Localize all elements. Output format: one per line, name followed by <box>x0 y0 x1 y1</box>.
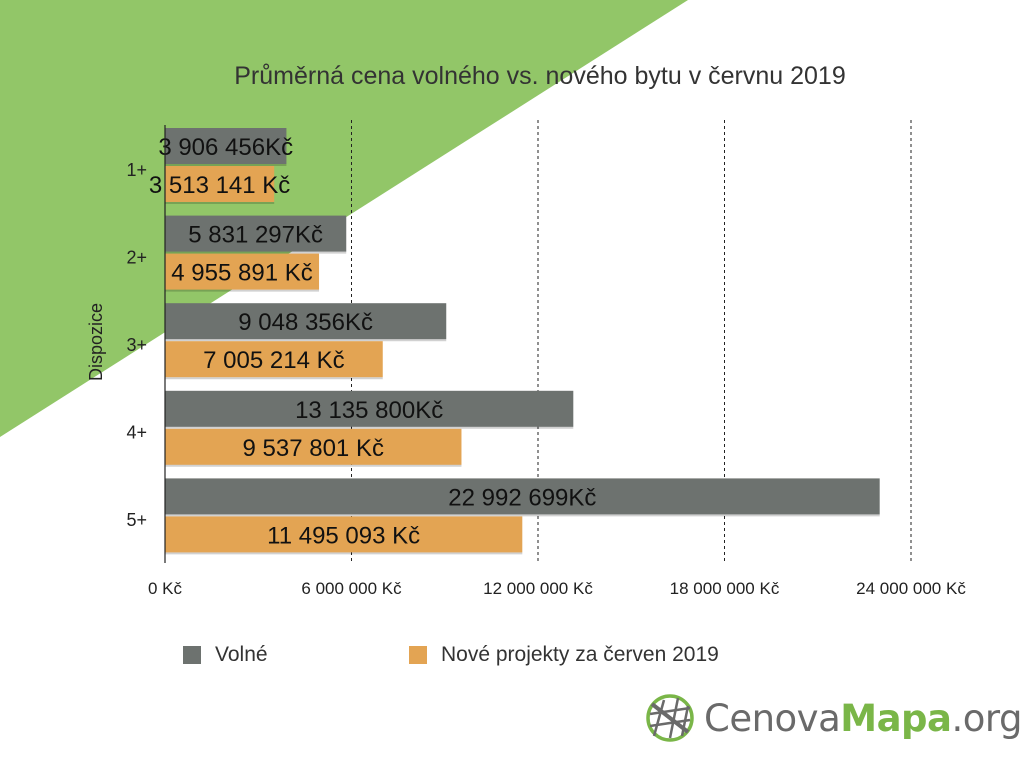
legend-swatch-volne <box>183 646 201 664</box>
x-tick-label: 0 Kč <box>148 579 183 598</box>
logo-text-cenova: Cenova <box>704 696 841 740</box>
data-label: 7 005 214 Kč <box>203 347 344 374</box>
legend-label-nove: Nové projekty za červen 2019 <box>441 643 719 666</box>
logo-text-org: .org <box>951 696 1023 740</box>
bar-nove <box>165 428 462 465</box>
legend-label-volne: Volné <box>215 643 268 666</box>
bar-nove <box>165 253 320 290</box>
x-tick-label: 12 000 000 Kč <box>483 579 593 598</box>
bar-volne <box>165 390 574 427</box>
globe-grid-icon <box>646 694 694 742</box>
data-label: 13 135 800Kč <box>295 397 443 424</box>
x-tick-label: 18 000 000 Kč <box>670 579 780 598</box>
data-label: 22 992 699Kč <box>448 484 596 511</box>
bar-nove <box>165 516 523 553</box>
chart-title: Průměrná cena volného vs. nového bytu v … <box>234 62 846 90</box>
category-label: 5+ <box>126 510 147 530</box>
data-labels: 3 906 456Kč 5 831 297Kč 9 048 356Kč 13 135 … <box>149 134 597 549</box>
grid-lines <box>351 120 912 563</box>
cenovamapa-logo: CenovaMapa.org <box>644 688 1022 748</box>
logo-text: CenovaMapa.org <box>704 697 1022 740</box>
bar-volne <box>165 303 447 340</box>
bar-volne <box>165 128 287 164</box>
axes: 0 Kč 6 000 000 Kč 12 000 000 Kč 18 000 000 … <box>86 125 966 598</box>
logo-text-mapa: Mapa <box>840 696 952 740</box>
legend-swatch-nove <box>409 646 427 664</box>
category-label: 1+ <box>126 160 147 180</box>
x-tick-label: 6 000 000 Kč <box>301 579 402 598</box>
bar-nove <box>165 341 383 378</box>
category-label: 3+ <box>126 335 147 355</box>
bar-chart: 3 906 456Kč 5 831 297Kč 9 048 356Kč 13 135 … <box>86 120 966 598</box>
category-label: 2+ <box>126 247 147 267</box>
category-label: 4+ <box>126 423 147 443</box>
data-label: 5 831 297Kč <box>188 222 323 249</box>
y-axis-title: Dispozice <box>86 303 106 381</box>
bar-nove <box>165 166 275 202</box>
data-label: 4 955 891 Kč <box>171 260 312 287</box>
x-tick-label: 24 000 000 Kč <box>856 579 966 598</box>
bars <box>165 128 880 555</box>
legend-item-volne: Volné <box>183 643 268 667</box>
data-label: 3 906 456Kč <box>158 134 293 161</box>
data-label: 9 537 801 Kč <box>243 435 384 462</box>
bar-volne <box>165 478 880 515</box>
data-label: 3 513 141 Kč <box>149 172 290 199</box>
data-label: 11 495 093 Kč <box>267 522 420 549</box>
bar-volne <box>165 215 347 252</box>
data-label: 9 048 356Kč <box>238 309 373 336</box>
legend-item-nove: Nové projekty za červen 2019 <box>409 643 719 667</box>
